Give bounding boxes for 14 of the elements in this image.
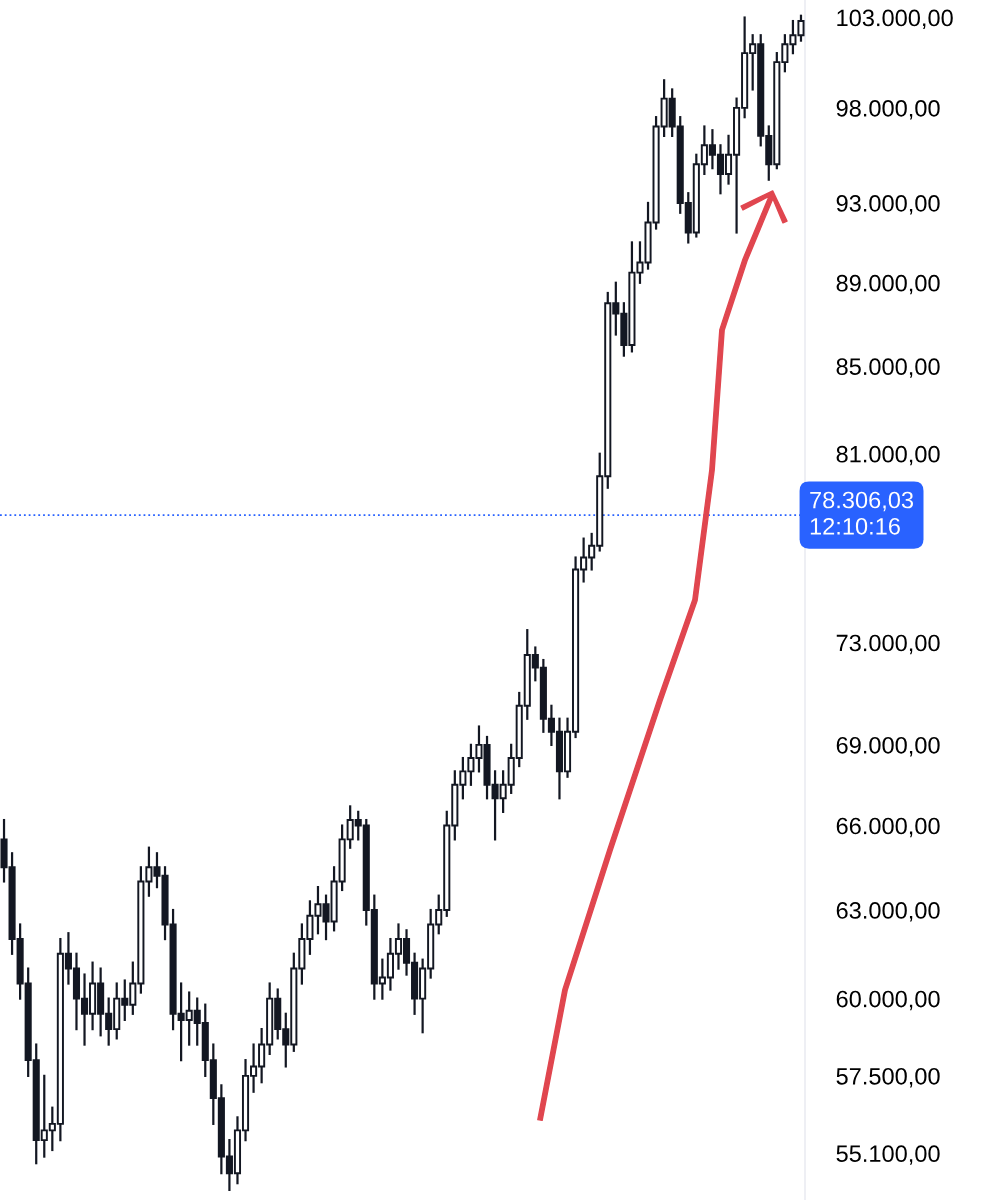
y-tick-label: 73.000,00 — [836, 634, 940, 655]
y-tick-label: 85.000,00 — [836, 358, 940, 378]
y-tick-label: 66.000,00 — [836, 817, 940, 838]
y-tick-label: 103.000,00 — [837, 9, 953, 30]
y-tick-label: 69.000,00 — [836, 736, 940, 757]
y-tick-label: 98.000,00 — [836, 99, 940, 120]
y-tick-label: 63.000,00 — [836, 902, 940, 922]
y-tick-label: 89.000,00 — [836, 274, 940, 295]
y-tick-label: 55.100,00 — [836, 1145, 940, 1165]
y-tick-label: 93.000,00 — [836, 195, 940, 215]
y-tick-label: 60.000,00 — [836, 990, 940, 1011]
ref-line-label: 78.306,03 12:10:16 — [810, 491, 914, 535]
y-tick-label: 81.000,00 — [836, 445, 940, 466]
y-tick-label: 57.500,00 — [836, 1067, 940, 1088]
